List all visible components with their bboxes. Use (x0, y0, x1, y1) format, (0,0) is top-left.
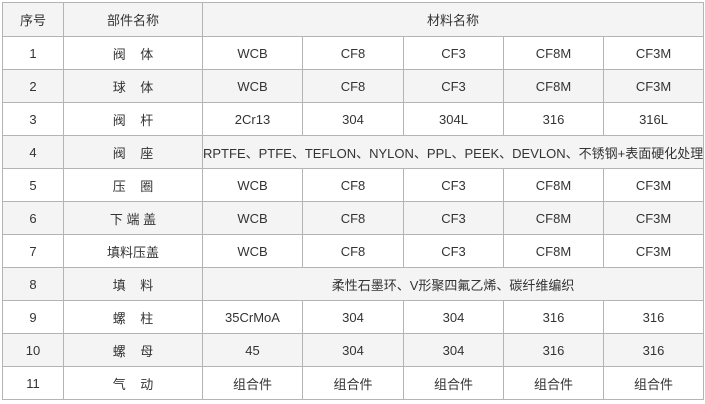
row-part: 螺 柱 (63, 300, 203, 334)
row-material: 304 (302, 102, 404, 136)
row-part: 阀 体 (63, 36, 203, 70)
row-material: CF8M (503, 36, 604, 70)
row-material: CF3M (602, 69, 705, 103)
row-material: 组合件 (602, 366, 705, 400)
row-material: WCB (202, 168, 303, 202)
row-part: 压 圈 (63, 168, 203, 202)
row-material: 304 (302, 300, 404, 334)
row-material: CF8 (302, 234, 404, 268)
row-part: 填 料 (63, 267, 203, 301)
header-material: 材料名称 (201, 2, 705, 37)
row-material: CF3M (602, 201, 705, 235)
row-material: 304L (403, 102, 504, 136)
row-material: 304 (403, 333, 504, 367)
row-no: 1 (2, 36, 64, 70)
row-material: 组合件 (503, 366, 604, 400)
row-part: 气 动 (63, 366, 203, 400)
row-no: 8 (2, 267, 64, 301)
row-material: 35CrMoA (202, 300, 303, 334)
row-material: WCB (202, 201, 303, 235)
row-material: 304 (403, 300, 504, 334)
row-part: 阀 杆 (63, 102, 203, 136)
row-material: WCB (202, 36, 303, 70)
row-material: CF8 (302, 168, 404, 202)
row-material: CF3 (403, 69, 504, 103)
row-material: CF3M (602, 168, 705, 202)
row-material: 2Cr13 (202, 102, 303, 136)
row-material: CF8 (302, 69, 404, 103)
row-part: 填料压盖 (63, 234, 203, 268)
row-material: CF3 (403, 201, 504, 235)
table-row: 11 气 动组合件 组合件 组合件 组合件 组合件 (2, 366, 705, 400)
row-material: WCB (202, 69, 303, 103)
row-material-merged: RPTFE、PTFE、TEFLON、NYLON、PPL、PEEK、DEVLON、… (201, 135, 705, 169)
row-no: 3 (2, 102, 64, 136)
row-material: 316 (503, 300, 604, 334)
row-material: CF3M (602, 36, 705, 70)
row-no: 11 (2, 366, 64, 400)
row-material: CF3 (403, 234, 504, 268)
row-material: 316 (503, 102, 604, 136)
row-part: 球 体 (63, 69, 203, 103)
row-material: CF8 (302, 36, 404, 70)
row-no: 2 (2, 69, 64, 103)
row-material: 304 (302, 333, 404, 367)
header-part: 部件名称 (63, 2, 203, 37)
row-material: 316 (602, 300, 705, 334)
row-part: 阀 座 (63, 135, 203, 169)
row-material: 组合件 (302, 366, 404, 400)
table-row: 7 填料压盖 WCB CF8 CF3 CF8M CF3M (2, 234, 705, 268)
row-material-merged: 柔性石墨环、V形聚四氟乙烯、碳纤维编织 (201, 267, 705, 301)
row-material: CF3 (403, 36, 504, 70)
row-material: WCB (202, 234, 303, 268)
header-row: 序号 部件名称 材料名称 (2, 2, 705, 37)
row-no: 6 (2, 201, 64, 235)
row-material: CF3 (403, 168, 504, 202)
row-no: 10 (2, 333, 64, 367)
table-row: 10 螺 母 45 304 304 316 316 (2, 333, 705, 367)
row-material: CF8M (503, 234, 604, 268)
row-no: 9 (2, 300, 64, 334)
row-material: 组合件 (403, 366, 504, 400)
row-material: CF8M (503, 69, 604, 103)
header-no: 序号 (2, 2, 64, 37)
row-no: 5 (2, 168, 64, 202)
row-material: CF8M (503, 168, 604, 202)
row-part: 下 端 盖 (63, 201, 203, 235)
row-material: 45 (202, 333, 303, 367)
row-part: 螺 母 (63, 333, 203, 367)
row-no: 7 (2, 234, 64, 268)
row-material: 316 (503, 333, 604, 367)
row-material: 316 (602, 333, 705, 367)
row-material: CF8 (302, 201, 404, 235)
row-no: 4 (2, 135, 64, 169)
row-material: CF8M (503, 201, 604, 235)
row-material: 316L (602, 102, 705, 136)
row-material: 组合件 (202, 366, 303, 400)
row-material: CF3M (602, 234, 705, 268)
